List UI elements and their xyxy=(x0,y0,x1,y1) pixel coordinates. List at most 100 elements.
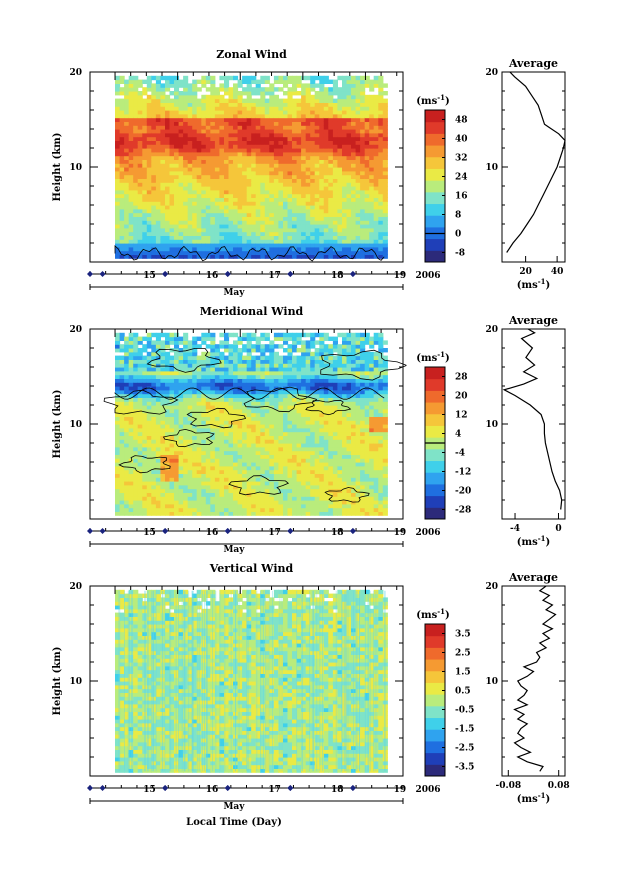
heatmap-cell xyxy=(187,144,193,149)
heatmap-cell xyxy=(382,178,388,183)
heatmap-cell xyxy=(237,420,243,425)
heatmap-cell xyxy=(169,189,175,195)
heatmap-cell xyxy=(255,163,261,168)
heatmap-cell xyxy=(296,117,302,122)
heatmap-cell xyxy=(342,239,348,244)
heatmap-cell xyxy=(296,424,302,429)
heatmap-cell xyxy=(378,83,384,88)
heatmap-cell xyxy=(133,189,139,195)
heatmap-cell xyxy=(128,420,134,425)
heatmap-cell xyxy=(228,511,234,516)
heatmap-cell xyxy=(155,212,161,217)
heatmap-cell xyxy=(251,439,257,444)
heatmap-cell xyxy=(255,121,261,126)
heatmap-cell xyxy=(382,113,388,119)
heatmap-cell xyxy=(337,246,343,252)
heatmap-cell xyxy=(214,420,220,425)
heatmap-cell xyxy=(292,151,298,157)
heatmap-cell xyxy=(301,235,307,240)
heatmap-cell xyxy=(292,235,298,240)
heatmap-cell xyxy=(169,446,175,452)
heatmap-cell xyxy=(296,473,302,478)
heatmap-cell xyxy=(160,348,166,353)
heatmap-cell xyxy=(224,507,230,512)
heatmap-cell xyxy=(137,110,143,115)
heatmap-cell xyxy=(224,144,230,149)
heatmap-cell xyxy=(269,446,275,452)
heatmap-cell xyxy=(174,496,180,501)
heatmap-cell xyxy=(155,235,161,240)
heatmap-cell xyxy=(133,98,139,103)
heatmap-cell xyxy=(115,469,121,474)
heatmap-cell xyxy=(237,503,243,509)
heatmap-cell xyxy=(205,174,211,179)
heatmap-cell xyxy=(228,386,234,391)
heatmap-cell xyxy=(160,424,166,429)
heatmap-cell xyxy=(219,469,225,474)
heatmap-cell xyxy=(169,113,175,119)
heatmap-cell xyxy=(196,488,202,493)
heatmap-cell xyxy=(146,132,152,138)
heatmap-cell xyxy=(237,132,243,138)
heatmap-cell xyxy=(373,182,379,187)
heatmap-cell xyxy=(210,159,216,164)
heatmap-cell xyxy=(219,110,225,115)
heatmap-cell xyxy=(269,98,275,103)
heatmap-cell xyxy=(115,374,121,379)
heatmap-cell xyxy=(237,201,243,206)
heatmap-cell xyxy=(323,94,329,100)
heatmap-cell xyxy=(305,477,311,482)
heatmap-cell xyxy=(205,488,211,493)
heatmap-cell xyxy=(133,144,139,149)
heatmap-cell xyxy=(201,351,207,357)
heatmap-cell xyxy=(160,386,166,391)
heatmap-cell xyxy=(178,484,184,490)
heatmap-cell xyxy=(233,224,239,229)
heatmap-cell xyxy=(351,254,357,259)
heatmap-cell xyxy=(174,235,180,240)
heatmap-cell xyxy=(128,446,134,452)
heatmap-cell xyxy=(332,178,338,183)
heatmap-cell xyxy=(305,121,311,126)
heatmap-cell xyxy=(255,220,261,225)
heatmap-cell xyxy=(310,235,316,240)
heatmap-cell xyxy=(364,227,370,233)
heatmap-cell xyxy=(246,98,252,103)
heatmap-cell xyxy=(224,205,230,210)
heatmap-cell xyxy=(287,336,293,341)
heatmap-cell xyxy=(242,332,248,338)
heatmap-cell xyxy=(124,454,130,459)
heatmap-cell xyxy=(124,450,130,455)
heatmap-cell xyxy=(142,186,148,191)
heatmap-cell xyxy=(301,144,307,149)
heatmap-cell xyxy=(251,117,257,122)
heatmap-cell xyxy=(310,220,316,225)
heatmap-cell xyxy=(196,416,202,421)
heatmap-cell xyxy=(205,408,211,414)
heatmap-cell xyxy=(369,140,375,145)
heatmap-cell xyxy=(119,98,125,103)
heatmap-cell xyxy=(301,393,307,398)
average-x-label: (ms-1) xyxy=(517,277,550,291)
average-y-tick-label: 20 xyxy=(485,68,498,78)
heatmap-cell xyxy=(201,243,207,248)
heatmap-cell xyxy=(201,182,207,187)
heatmap-cell xyxy=(128,500,134,505)
heatmap-cell xyxy=(146,193,152,198)
heatmap-cell xyxy=(214,235,220,240)
heatmap-cell xyxy=(119,140,125,145)
heatmap-cell xyxy=(255,186,261,191)
heatmap-cell xyxy=(278,370,284,376)
heatmap-cell xyxy=(355,174,361,179)
heatmap-cell xyxy=(146,79,152,84)
heatmap-cell xyxy=(260,367,266,372)
heatmap-cell xyxy=(146,216,152,221)
heatmap-cell xyxy=(124,224,130,229)
heatmap-cell xyxy=(192,189,198,195)
heatmap-cell xyxy=(378,129,384,134)
heatmap-cell xyxy=(260,446,266,452)
heatmap-cell xyxy=(328,125,334,130)
heatmap-cell xyxy=(228,382,234,387)
heatmap-cell xyxy=(115,186,121,191)
heatmap-cell xyxy=(174,201,180,206)
